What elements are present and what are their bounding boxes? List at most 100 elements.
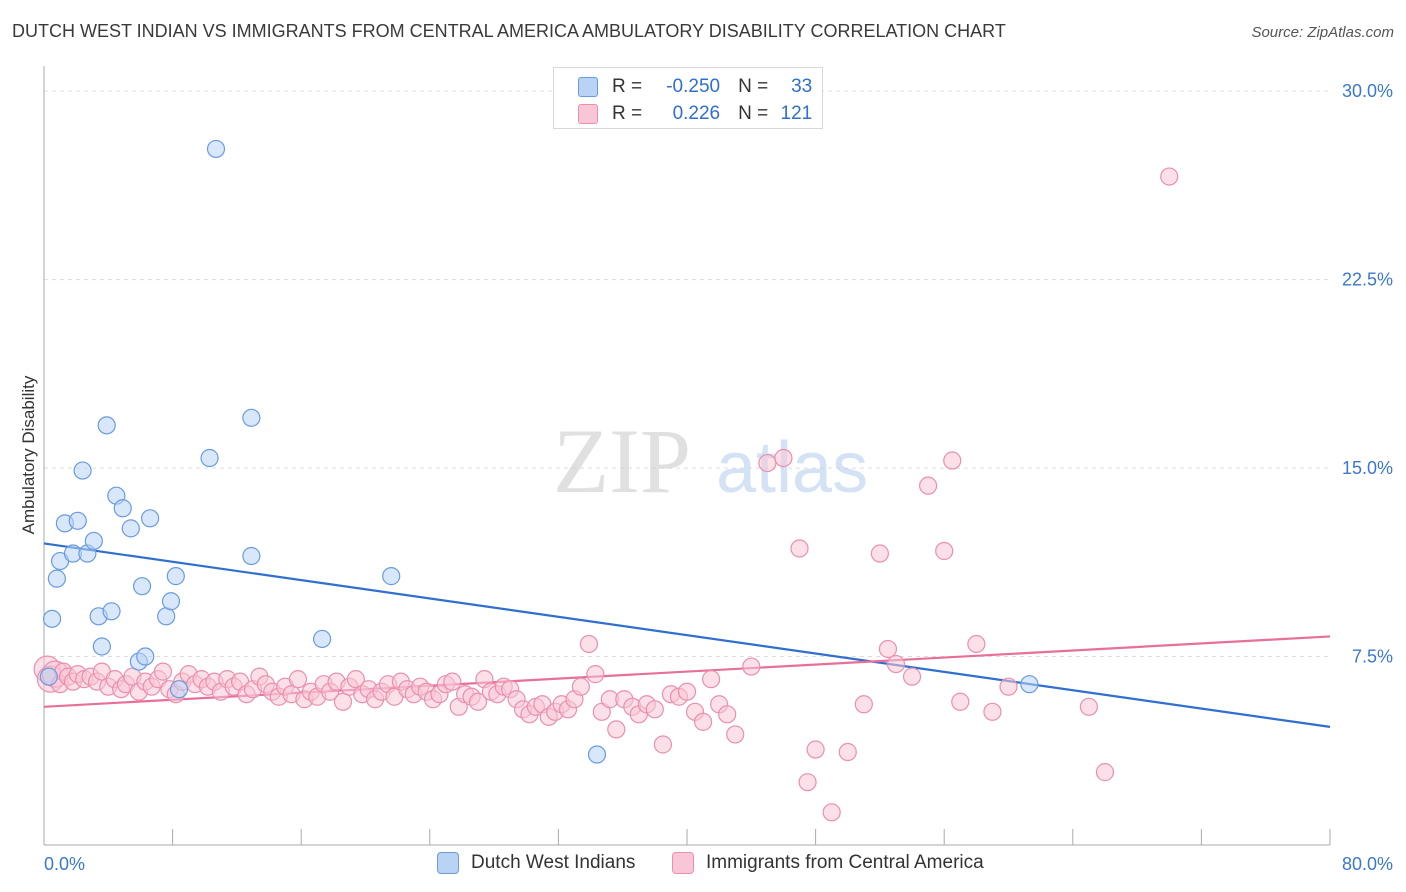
legend-label: Immigrants from Central America xyxy=(706,852,984,873)
legend-item-immigrants-central-america: Immigrants from Central America xyxy=(672,852,984,874)
dutch-west-indian-point xyxy=(68,511,87,530)
x-tick-label: 0.0% xyxy=(44,854,85,874)
immigrant-central-america-point xyxy=(999,677,1018,696)
dutch-west-indian-point xyxy=(73,461,92,480)
dutch-west-indian-point xyxy=(84,531,103,551)
dutch-west-indian-point xyxy=(97,416,116,435)
watermark-atlas: atlas xyxy=(716,428,868,508)
immigrant-central-america-point xyxy=(718,705,737,724)
dutch-west-indian-point xyxy=(157,607,176,626)
n-value: 33 xyxy=(791,76,813,97)
immigrant-central-america-point xyxy=(919,476,938,495)
immigrant-central-america-point xyxy=(951,692,970,711)
dutch-west-indian-point xyxy=(113,499,132,518)
immigrant-central-america-point xyxy=(653,735,672,754)
r-label: R = xyxy=(612,103,643,124)
dutch-west-indian-point xyxy=(587,745,607,764)
dutch-west-indian-point xyxy=(136,647,155,666)
dutch-west-indian-point xyxy=(200,448,219,468)
immigrant-central-america-point xyxy=(935,541,954,561)
immigrant-central-america-point xyxy=(902,667,922,686)
blue-swatch xyxy=(437,852,459,874)
source-label: Source: ZipAtlas.com xyxy=(1251,24,1394,41)
chart-title: DUTCH WEST INDIAN VS IMMIGRANTS FROM CEN… xyxy=(12,21,1006,41)
dutch-west-indian-point xyxy=(42,609,62,628)
immigrant-central-america-point xyxy=(726,725,745,744)
pink-swatch xyxy=(672,852,694,874)
data-points xyxy=(33,139,1179,822)
legend-label: Dutch West Indians xyxy=(471,852,636,873)
immigrant-central-america-point xyxy=(806,740,825,759)
immigrant-central-america-point xyxy=(878,639,898,659)
pink-swatch xyxy=(578,104,598,124)
dutch-west-indian-point xyxy=(140,509,160,528)
series-legend: Dutch West Indians Immigrants from Centr… xyxy=(0,852,1406,878)
n-label: N = xyxy=(738,103,769,124)
dutch-west-indian-point xyxy=(92,637,111,656)
immigrant-central-america-point xyxy=(854,695,873,714)
stats-row-dutch-west-indians: R = -0.250 N = 33 xyxy=(578,75,812,99)
dutch-west-indian-point xyxy=(312,629,332,649)
immigrant-central-america-point xyxy=(579,634,599,654)
stats-row-immigrants-central-america: R = 0.226 N = 121 xyxy=(578,102,812,126)
immigrant-central-america-point xyxy=(153,662,173,681)
immigrant-central-america-point xyxy=(586,665,605,684)
legend-item-dutch-west-indians: Dutch West Indians xyxy=(437,852,635,874)
r-value: -0.250 xyxy=(666,76,721,97)
immigrant-central-america-point xyxy=(333,692,353,711)
immigrant-central-america-point xyxy=(346,670,365,689)
dutch-west-indian-point xyxy=(121,519,140,538)
dutch-west-indian-point xyxy=(39,667,58,686)
n-label: N = xyxy=(738,76,769,97)
immigrant-central-america-point xyxy=(742,657,761,676)
y-tick-label: 30.0% xyxy=(1342,81,1393,101)
dutch-west-indian-point xyxy=(47,569,66,588)
immigrant-central-america-point xyxy=(822,803,841,822)
immigrant-central-america-point xyxy=(677,682,697,701)
immigrant-central-america-point xyxy=(1160,167,1179,186)
immigrant-central-america-point xyxy=(886,654,906,674)
y-tick-label: 22.5% xyxy=(1342,270,1393,290)
tick-labels: 7.5% 15.0% 22.5% 30.0% 0.0% 80.0% xyxy=(44,81,1393,874)
immigrant-central-america-point xyxy=(798,773,817,792)
immigrant-central-america-point xyxy=(774,448,793,468)
immigrant-central-america-point xyxy=(693,712,713,731)
stats-legend: R = -0.250 N = 33 R = 0.226 N = 121 xyxy=(553,67,823,129)
immigrant-central-america-point xyxy=(702,670,721,689)
dutch-west-indian-trend-line xyxy=(43,542,1331,728)
immigrant-central-america-point xyxy=(983,702,1002,721)
axes xyxy=(43,66,1330,846)
dutch-west-indian-point xyxy=(242,546,261,566)
y-tick-label: 15.0% xyxy=(1342,458,1393,478)
immigrant-central-america-point xyxy=(571,677,591,696)
dutch-west-indian-point xyxy=(206,139,226,159)
immigrant-central-america-point xyxy=(288,670,308,689)
n-value: 121 xyxy=(780,103,813,124)
dutch-west-indian-point xyxy=(382,567,401,586)
dutch-west-indian-point xyxy=(161,592,181,611)
immigrant-central-america-point xyxy=(967,634,986,654)
immigrant-central-america-point xyxy=(838,742,857,762)
immigrant-central-america-point xyxy=(943,451,962,470)
dutch-west-indian-point xyxy=(132,577,152,596)
immigrant-central-america-point xyxy=(607,720,626,739)
r-label: R = xyxy=(612,76,643,97)
immigrant-central-america-point xyxy=(443,672,462,691)
dutch-west-indian-point xyxy=(242,408,261,427)
immigrant-central-america-point xyxy=(870,544,890,563)
watermark-zip: ZIP xyxy=(553,410,691,512)
immigrant-central-america-point xyxy=(758,453,777,473)
y-tick-label: 7.5% xyxy=(1352,647,1393,667)
watermark: ZIP atlas xyxy=(553,410,868,512)
immigrant-central-america-point xyxy=(1079,697,1098,716)
immigrant-central-america-point xyxy=(468,692,488,711)
dutch-west-indian-point xyxy=(102,602,121,621)
dutch-west-indian-point xyxy=(1020,675,1039,694)
immigrant-central-america-point xyxy=(790,539,809,558)
blue-swatch xyxy=(578,77,598,97)
r-value: 0.226 xyxy=(672,103,721,124)
dutch-west-indian-point xyxy=(169,680,189,699)
dutch-west-indian-point xyxy=(166,567,185,586)
immigrant-central-america-point xyxy=(1095,763,1115,782)
